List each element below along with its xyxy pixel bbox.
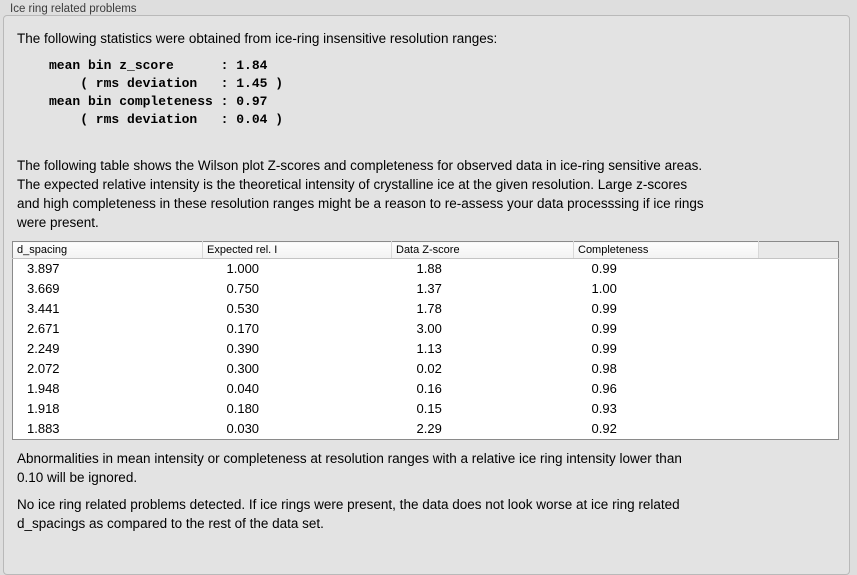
table-cell-filler [759,279,839,299]
table-body: 3.897 1.000 1.88 0.99 3.669 0.750 1.37 1.00 3.44… [13,259,839,440]
table-cell: 0.93 [591,401,617,416]
table-cell: 0.030 [226,421,260,436]
table-cell: 0.300 [226,361,260,376]
table-cell: 2.29 [416,421,442,436]
table-header-row: d_spacing Expected rel. I Data Z-score C… [12,241,839,259]
table-row[interactable]: 1.948 0.040 0.16 0.96 [13,379,839,399]
table-cell: 1.88 [416,261,442,276]
table-cell: 2.671 [27,321,60,336]
table-cell: 0.15 [416,401,442,416]
table-row[interactable]: 1.883 0.030 2.29 0.92 [13,419,839,440]
table-description: The following table shows the Wilson plo… [17,158,704,230]
column-header-data-z-score[interactable]: Data Z-score [391,241,574,259]
table-cell: 1.918 [27,401,60,416]
column-header-d-spacing[interactable]: d_spacing [12,241,203,259]
table-cell: 0.16 [416,381,442,396]
table-row[interactable]: 3.897 1.000 1.88 0.99 [13,259,839,280]
intro-text: The following statistics were obtained f… [17,31,498,46]
table-cell: 0.99 [591,321,617,336]
table-cell-filler [759,319,839,339]
table-row[interactable]: 3.441 0.530 1.78 0.99 [13,299,839,319]
table-cell: 0.530 [226,301,260,316]
table-cell: 0.02 [416,361,442,376]
table-cell-filler [759,299,839,319]
ice-ring-table: d_spacing Expected rel. I Data Z-score C… [12,241,839,440]
table-cell: 0.170 [226,321,260,336]
table-cell-filler [759,379,839,399]
table-cell: 0.99 [591,341,617,356]
table-row[interactable]: 3.669 0.750 1.37 1.00 [13,279,839,299]
table-cell: 0.180 [226,401,260,416]
table-cell: 1.883 [27,421,60,436]
table-cell: 0.92 [591,421,617,436]
table-cell: 0.99 [591,301,617,316]
table-cell-filler [759,399,839,419]
table-cell: 0.040 [226,381,260,396]
table-cell: 2.249 [27,341,60,356]
table-cell: 1.948 [27,381,60,396]
table-cell: 0.99 [591,261,617,276]
table-container: d_spacing Expected rel. I Data Z-score C… [12,241,849,440]
ice-ring-groupbox: The following statistics were obtained f… [3,15,850,575]
ignore-threshold-note: Abnormalities in mean intensity or compl… [17,451,682,485]
table-cell: 1.000 [226,261,260,276]
table-row[interactable]: 1.918 0.180 0.15 0.93 [13,399,839,419]
table-cell: 1.78 [416,301,442,316]
table-cell: 3.00 [416,321,442,336]
table-cell: 3.441 [27,301,60,316]
table-cell-filler [759,259,839,280]
table-cell: 3.897 [27,261,60,276]
table-cell: 1.00 [591,281,617,296]
table-cell: 0.98 [591,361,617,376]
column-header-completeness[interactable]: Completeness [573,241,759,259]
conclusion-text: No ice ring related problems detected. I… [17,497,680,531]
table-cell: 1.37 [416,281,442,296]
section-title: Ice ring related problems [10,3,137,15]
table-row[interactable]: 2.249 0.390 1.13 0.99 [13,339,839,359]
table-cell: 2.072 [27,361,60,376]
table-cell: 0.750 [226,281,260,296]
table-row[interactable]: 2.072 0.300 0.02 0.98 [13,359,839,379]
table-cell-filler [759,359,839,379]
table-cell: 3.669 [27,281,60,296]
table-cell-filler [759,419,839,440]
column-header-expected-rel-i[interactable]: Expected rel. I [202,241,392,259]
table-cell: 1.13 [416,341,442,356]
table-cell: 0.390 [226,341,260,356]
column-header-filler [758,241,839,259]
table-cell-filler [759,339,839,359]
table-row[interactable]: 2.671 0.170 3.00 0.99 [13,319,839,339]
table-cell: 0.96 [591,381,617,396]
mean-bin-statistics: mean bin z_score : 1.84 ( rms deviation … [49,58,284,127]
